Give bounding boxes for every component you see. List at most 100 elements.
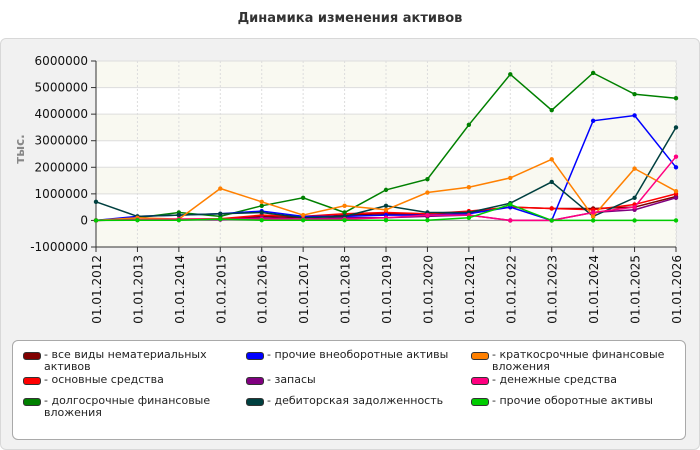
y-tick-label: 1000000 [35, 187, 88, 201]
data-point [425, 217, 430, 223]
x-tick-label: 01.01.2015 [214, 255, 228, 324]
data-point [632, 92, 637, 97]
data-point [632, 113, 637, 118]
x-tick-label: 01.01.2025 [629, 255, 643, 324]
x-tick-label: 01.01.2019 [380, 255, 394, 324]
data-point [632, 195, 637, 201]
data-point [508, 175, 513, 181]
data-point [673, 165, 679, 170]
legend-swatch [246, 352, 264, 360]
data-point [466, 122, 472, 127]
data-point [632, 166, 637, 171]
x-tick-label: 01.01.2014 [173, 255, 187, 324]
data-point [590, 118, 596, 123]
chart-title: Динамика изменения активов [237, 11, 463, 26]
data-point [425, 212, 430, 218]
data-point [176, 212, 182, 218]
data-point [673, 125, 679, 130]
x-tick-label: 01.01.2021 [463, 255, 477, 324]
legend-label: - краткосрочные финансовые вложения [492, 348, 665, 373]
legend-item: - все виды нематериальных активов [23, 349, 238, 373]
legend-swatch [471, 352, 489, 360]
legend-item: - прочие оборотные активы [471, 395, 676, 407]
legend-label: - денежные средства [492, 373, 617, 386]
data-point [218, 216, 223, 222]
chart-plot: -1000000 0 1000000 2000000 3000000 4000000 500… [13, 54, 684, 324]
data-point [218, 211, 223, 216]
data-point [673, 218, 679, 223]
y-tick-label: 3000000 [35, 134, 88, 148]
y-tick-label: 5000000 [35, 81, 88, 95]
data-point [259, 203, 264, 209]
data-point [632, 204, 637, 210]
data-point [425, 177, 430, 182]
x-tick-label: 01.01.2026 [670, 255, 684, 324]
data-point [93, 218, 99, 223]
data-point [673, 96, 679, 101]
x-tick-label: 01.01.2012 [90, 255, 104, 324]
legend-item: - краткосрочные финансовые вложения [471, 349, 676, 373]
data-point [342, 210, 347, 215]
legend-label: - дебиторская задолженность [267, 394, 444, 407]
data-point [383, 187, 389, 193]
data-point [549, 157, 554, 162]
data-point [425, 190, 430, 195]
legend-label: - долгосрочные финансовые вложения [44, 394, 211, 419]
legend-label: - запасы [267, 373, 316, 386]
data-point [508, 218, 513, 223]
y-tick-label: 2000000 [35, 160, 88, 174]
y-tick-label: -1000000 [30, 240, 88, 254]
data-point [135, 217, 140, 223]
data-point [549, 218, 554, 223]
x-tick-label: 01.01.2022 [504, 255, 518, 324]
data-point [590, 218, 596, 223]
y-axis-label: тыс. [13, 134, 27, 163]
data-point [590, 70, 596, 76]
data-point [508, 72, 513, 77]
x-tick-label: 01.01.2024 [587, 255, 601, 324]
y-tick-label: 0 [80, 213, 88, 227]
x-tick-label: 01.01.2020 [421, 255, 435, 324]
legend-item: - долгосрочные финансовые вложения [23, 395, 238, 419]
legend-swatch [246, 398, 264, 406]
data-point [259, 210, 264, 215]
data-point [383, 203, 389, 209]
data-point [466, 185, 472, 190]
data-point [383, 217, 389, 223]
data-point [466, 215, 472, 220]
data-point [673, 189, 679, 194]
data-point [590, 214, 596, 219]
data-point [673, 154, 679, 159]
data-point [549, 107, 554, 113]
data-point [300, 195, 306, 201]
x-tick-label: 01.01.2016 [256, 255, 270, 324]
data-point [508, 202, 513, 207]
legend-item: - запасы [246, 374, 461, 386]
legend-swatch [471, 377, 489, 385]
data-point [549, 206, 554, 211]
x-tick-label: 01.01.2017 [297, 255, 311, 324]
data-point [300, 212, 306, 218]
data-point [259, 217, 264, 223]
y-tick-label: 6000000 [35, 54, 88, 68]
data-point [93, 199, 99, 205]
legend-item: - дебиторская задолженность [246, 395, 461, 407]
data-point [549, 179, 554, 185]
data-point [342, 217, 347, 223]
legend-swatch [23, 352, 41, 360]
data-point [259, 199, 264, 205]
legend-swatch [471, 398, 489, 406]
legend-label: - прочие оборотные активы [492, 394, 653, 407]
data-point [383, 207, 389, 212]
x-tick-label: 01.01.2018 [339, 255, 353, 324]
legend-item: - денежные средства [471, 374, 676, 386]
data-point [342, 203, 347, 209]
chart-legend: - все виды нематериальных активов - основ… [12, 340, 686, 440]
x-tick-label: 01.01.2013 [131, 255, 145, 324]
legend-label: - основные средства [44, 373, 164, 386]
y-tick-label: 4000000 [35, 107, 88, 121]
x-tick-label: 01.01.2023 [546, 255, 560, 324]
data-point [632, 218, 637, 223]
legend-label: - прочие внеоборотные активы [267, 348, 449, 361]
legend-item: - основные средства [23, 374, 238, 386]
